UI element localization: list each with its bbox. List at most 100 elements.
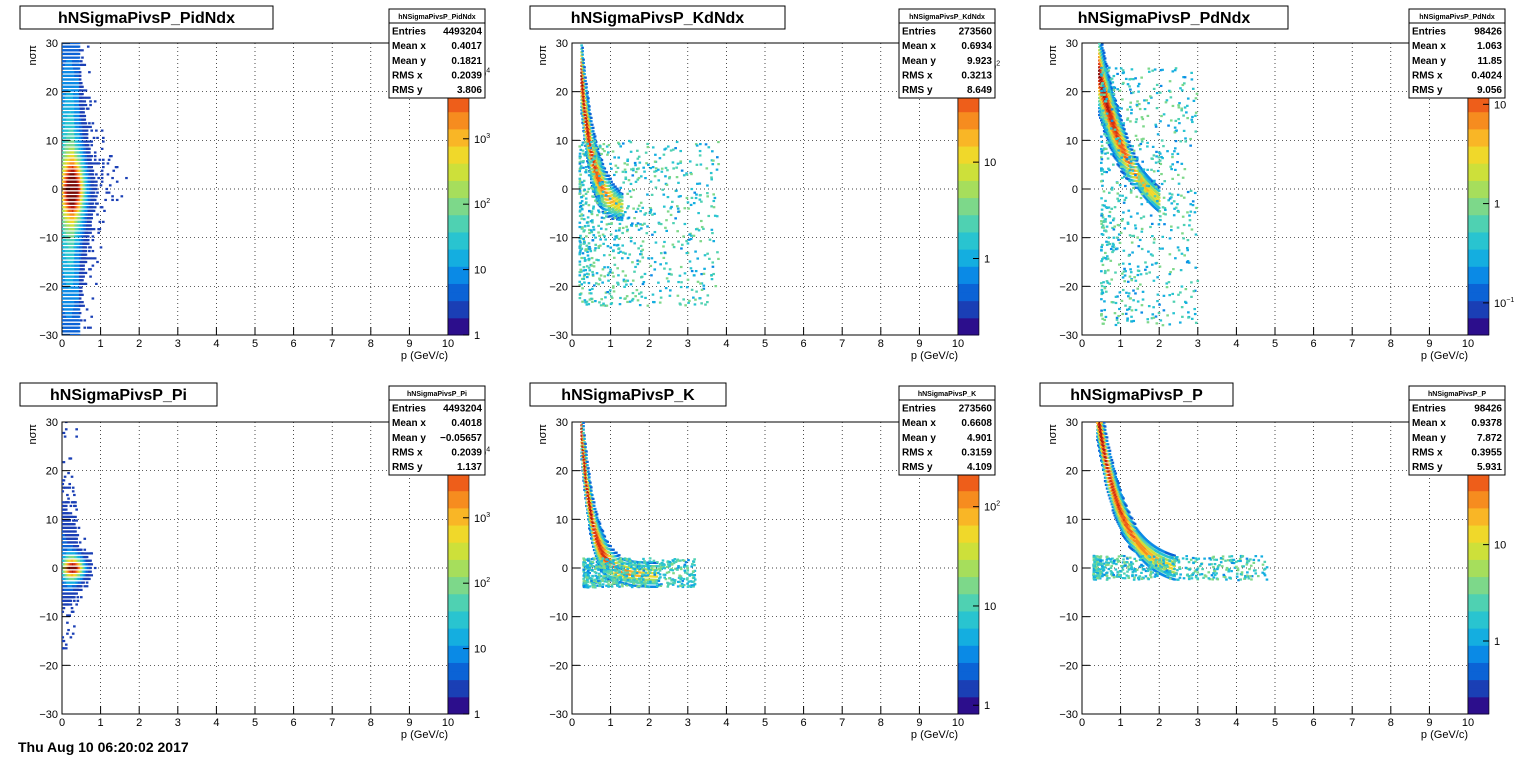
palette-step <box>958 300 979 310</box>
heatmap-bin <box>1113 206 1117 209</box>
heatmap-bin <box>595 156 599 159</box>
heatmap-bin <box>586 136 589 139</box>
heatmap-bin <box>1106 77 1110 80</box>
heatmap-bin <box>1128 169 1132 172</box>
heatmap-bin <box>607 143 611 147</box>
heatmap-bin <box>1194 130 1198 133</box>
heatmap-bin <box>1134 292 1137 295</box>
heatmap-bin <box>581 111 584 114</box>
heatmap-bin <box>596 151 600 154</box>
heatmap-bin <box>654 153 657 156</box>
heatmap-bin <box>92 195 96 198</box>
heatmap-bin <box>708 257 711 260</box>
heatmap-bin <box>601 190 605 193</box>
heatmap-bin <box>1103 101 1107 104</box>
heatmap-bin <box>1100 161 1103 164</box>
z-tick-exponent: 3 <box>486 133 490 140</box>
heatmap-bin <box>579 249 582 252</box>
heatmap-bin <box>1146 318 1150 321</box>
heatmap-bin <box>588 108 591 111</box>
heatmap-bin <box>700 225 704 229</box>
y-axis-label: nσπ <box>27 45 39 66</box>
heatmap-bin <box>81 279 84 282</box>
heatmap-bin <box>1104 315 1108 319</box>
palette-step <box>958 249 979 259</box>
heatmap-bin <box>1165 282 1169 285</box>
heatmap-bin <box>593 155 597 158</box>
heatmap-bin <box>598 145 602 148</box>
heatmap-bin <box>1102 120 1105 123</box>
heatmap-bin <box>599 274 603 277</box>
heatmap-bin <box>1143 107 1147 111</box>
heatmap-bin <box>710 178 714 181</box>
heatmap-bin <box>1129 160 1133 163</box>
heatmap-bin <box>1151 313 1155 316</box>
heatmap-bin <box>1104 116 1108 119</box>
heatmap-bin <box>77 67 81 70</box>
heatmap-bin <box>88 96 91 99</box>
heatmap-bin <box>96 202 99 205</box>
heatmap-bin <box>1108 107 1112 111</box>
heatmap-bin <box>612 194 616 197</box>
heatmap-bin <box>1169 96 1173 99</box>
heatmap-bin <box>581 46 584 49</box>
palette-step <box>448 120 469 130</box>
heatmap-bin <box>629 236 633 239</box>
heatmap-bin <box>641 223 644 226</box>
heatmap-bin <box>1174 257 1177 260</box>
heatmap-bin <box>636 299 640 302</box>
heatmap-bin <box>1106 114 1110 117</box>
heatmap-bin <box>607 174 610 177</box>
heatmap-bin <box>80 286 83 289</box>
heatmap-bin <box>580 283 583 286</box>
heatmap-bin <box>586 142 589 145</box>
heatmap-bin <box>645 232 649 235</box>
heatmap-bin <box>590 172 593 176</box>
heatmap-bin <box>606 245 610 248</box>
heatmap-bin <box>641 256 645 259</box>
heatmap-bin <box>587 158 590 161</box>
heatmap-bin <box>1103 285 1107 289</box>
heatmap-bin <box>1149 95 1152 98</box>
heatmap-bin <box>1128 155 1131 158</box>
heatmap-bin <box>602 242 605 245</box>
heatmap-bin <box>594 236 597 239</box>
heatmap-bin <box>681 243 684 246</box>
heatmap-bin <box>620 195 624 198</box>
heatmap-bin <box>618 237 621 240</box>
heatmap-bin <box>616 283 620 286</box>
heatmap-bin <box>1139 166 1143 170</box>
heatmap-bin <box>1136 300 1140 303</box>
heatmap-bin <box>592 148 595 151</box>
heatmap-bin <box>1184 288 1188 291</box>
heatmap-bin <box>1112 217 1116 220</box>
palette-step <box>448 214 469 224</box>
heatmap-bin <box>638 260 642 263</box>
heatmap-bin <box>1114 157 1118 160</box>
heatmap-bin <box>1155 155 1158 158</box>
heatmap-bin <box>597 190 601 193</box>
heatmap-bin <box>595 193 599 196</box>
heatmap-bin <box>1108 97 1112 100</box>
heatmap-bin <box>1168 197 1172 200</box>
heatmap-bin <box>102 162 105 165</box>
heatmap-bin <box>1103 125 1107 128</box>
heatmap-bin <box>601 281 604 284</box>
heatmap-bin <box>97 176 100 180</box>
heatmap-bin <box>1112 236 1116 239</box>
heatmap-bin <box>641 248 645 251</box>
heatmap-bin <box>1104 103 1108 106</box>
heatmap-bin <box>1109 143 1113 146</box>
heatmap-bin <box>689 171 693 175</box>
heatmap-bin <box>584 76 587 79</box>
heatmap-bin <box>1110 100 1114 104</box>
heatmap-bin <box>81 282 84 285</box>
heatmap-bin <box>90 162 94 165</box>
heatmap-bin <box>578 177 582 180</box>
heatmap-bin <box>1100 144 1104 147</box>
heatmap-bin <box>588 228 591 232</box>
heatmap-bin <box>1104 83 1108 86</box>
heatmap-bin <box>616 166 620 170</box>
heatmap-bin <box>646 193 649 196</box>
heatmap-bin <box>1156 293 1160 296</box>
